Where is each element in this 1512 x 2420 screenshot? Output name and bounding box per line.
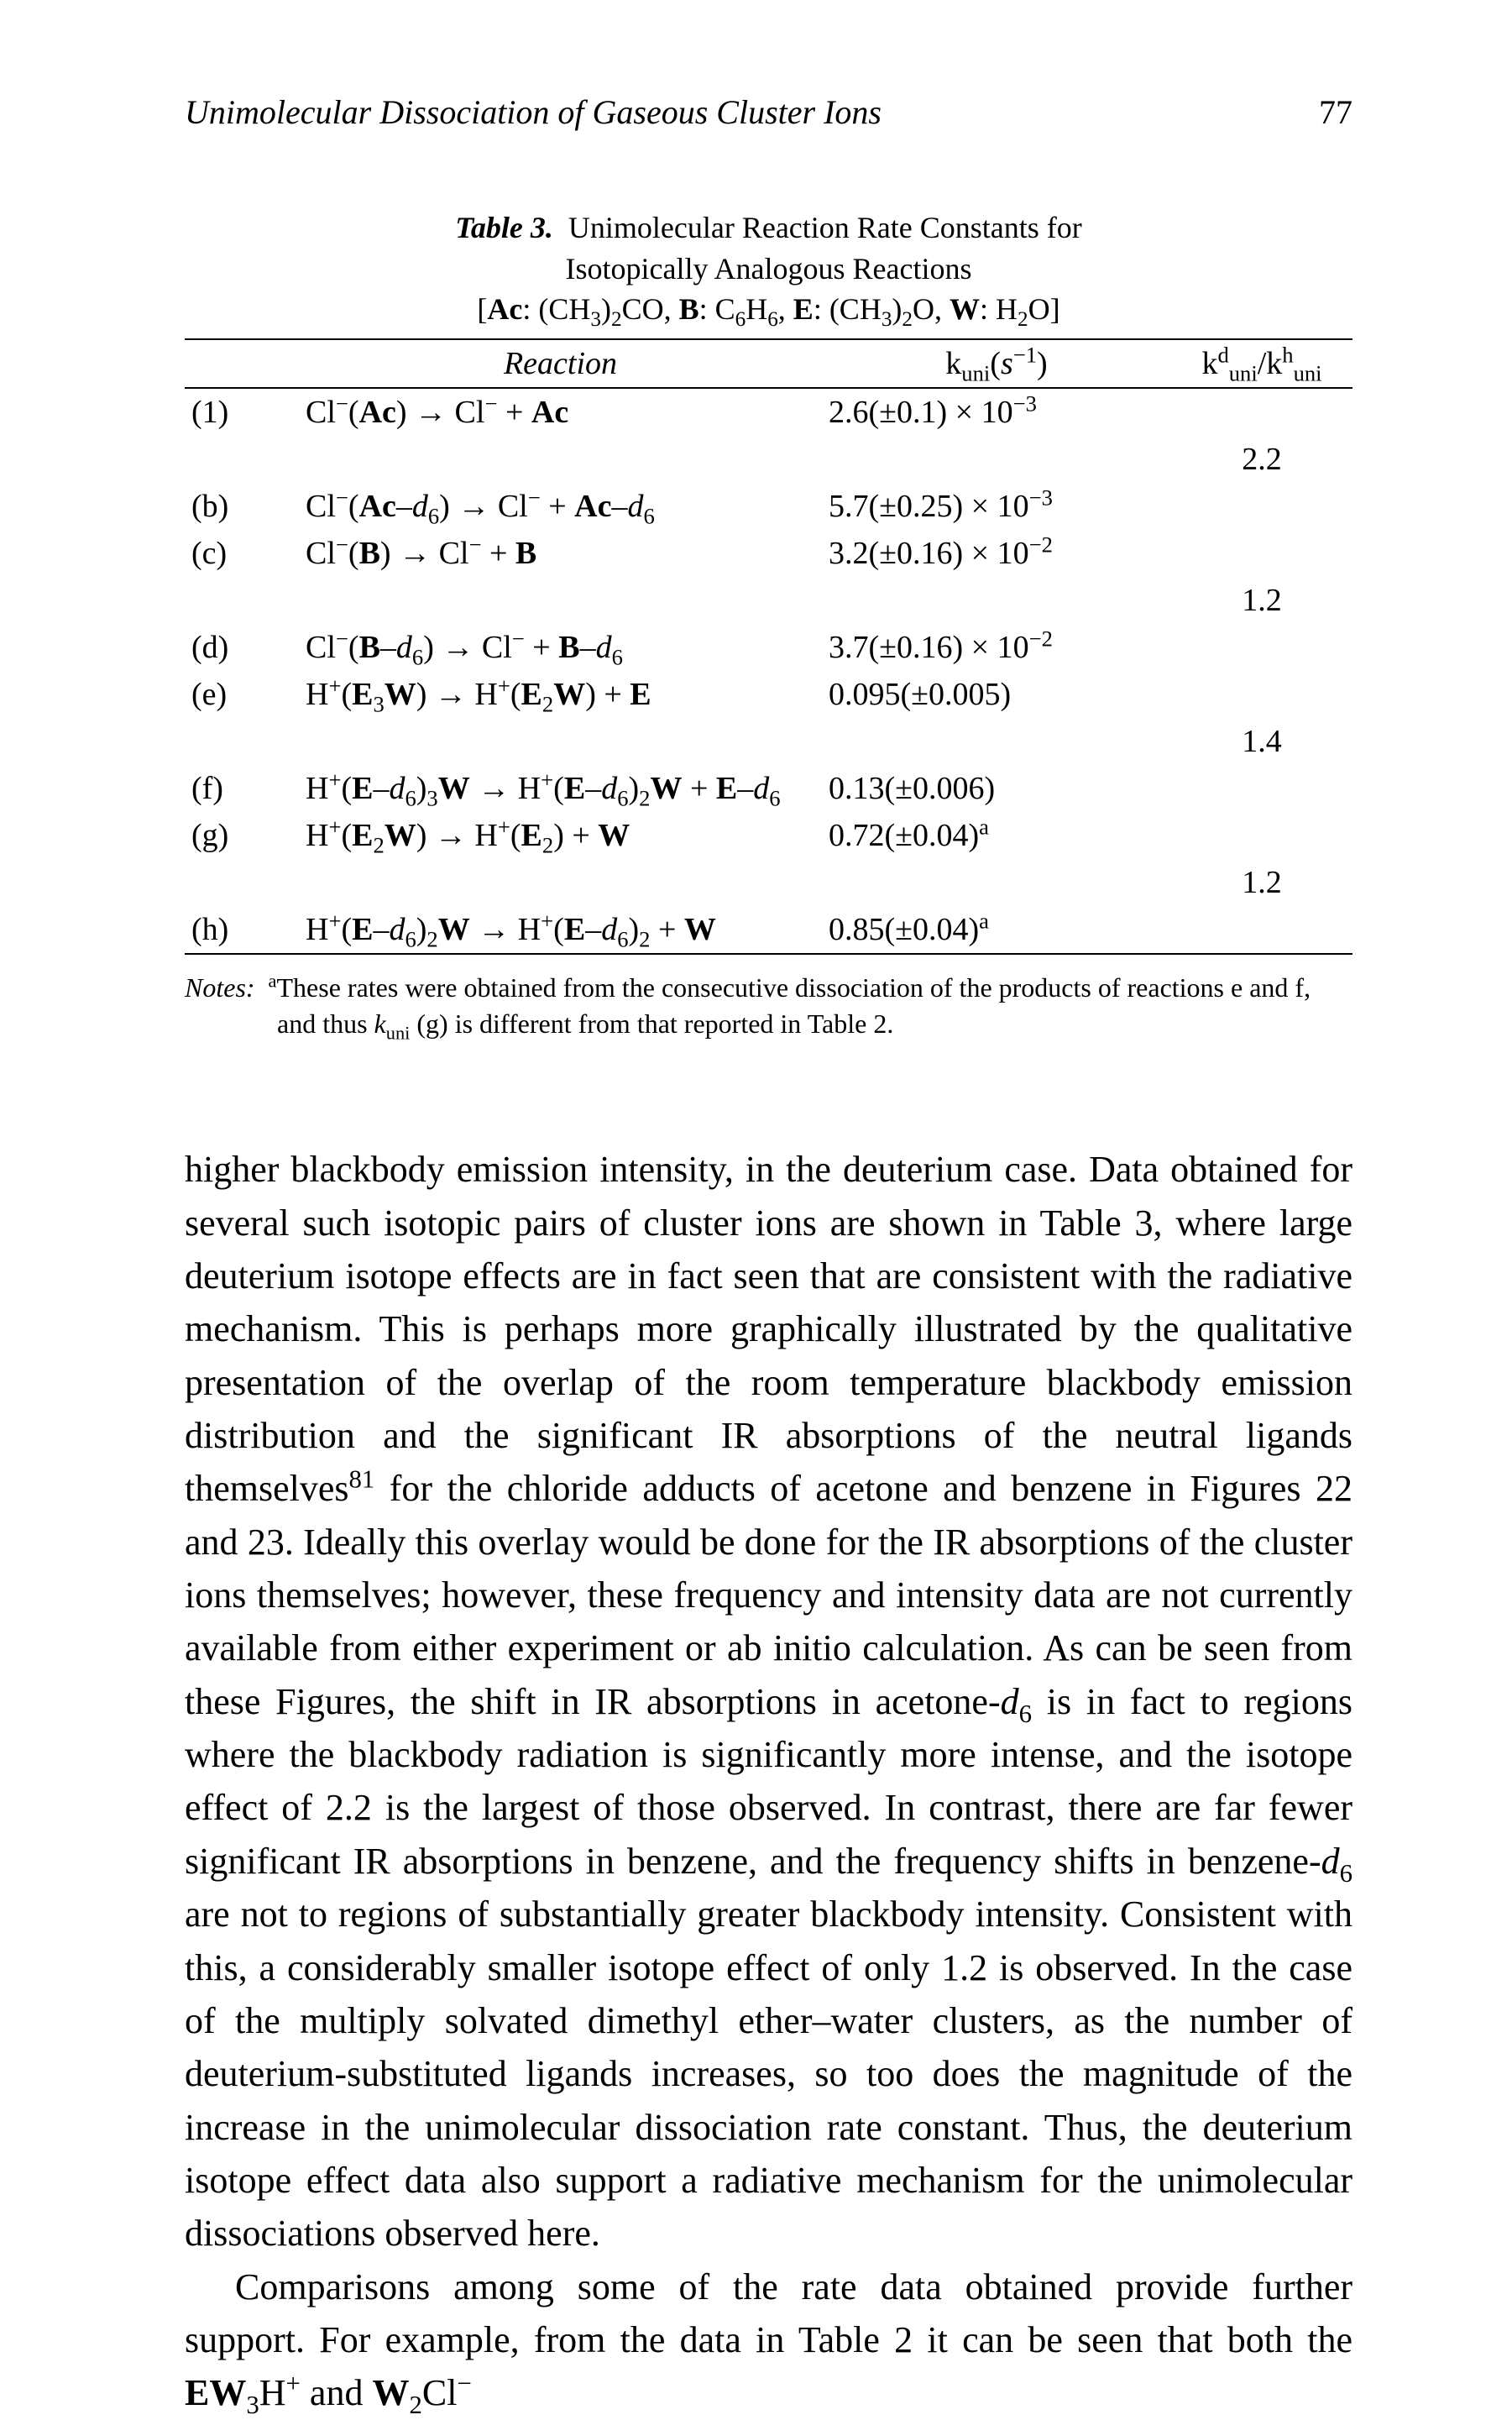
row-ratio: [1171, 483, 1352, 530]
row-reaction: Cl−(Ac–d6) → Cl− + Ac–d6: [299, 483, 822, 530]
row-k: [822, 718, 1171, 765]
table-row: 1.2: [185, 577, 1352, 624]
table-row: (1)Cl−(Ac) → Cl− + Ac2.6(±0.1) × 10−3: [185, 388, 1352, 436]
row-index: (d): [185, 624, 299, 671]
col-head-ratio: kduni/khuni: [1171, 339, 1352, 388]
table-defs: [Ac: (CH3)2CO, B: C6H6, E: (CH3)2O, W: H…: [477, 292, 1059, 326]
row-ratio: 1.4: [1171, 718, 1352, 765]
table-row: (f)H+(E–d6)3W → H+(E–d6)2W + E–d60.13(±0…: [185, 765, 1352, 812]
row-k: 0.13(±0.006): [822, 765, 1171, 812]
table-row: (d)Cl−(B–d6) → Cl− + B–d63.7(±0.16) × 10…: [185, 624, 1352, 671]
table-title-line2: Isotopically Analogous Reactions: [566, 252, 972, 285]
table-row: 1.2: [185, 859, 1352, 906]
row-index: (g): [185, 812, 299, 859]
row-reaction: H+(E2W) → H+(E2) + W: [299, 812, 822, 859]
row-ratio: 2.2: [1171, 436, 1352, 483]
table-header-row: Reaction kuni(s−1) kduni/khuni: [185, 339, 1352, 388]
row-reaction: [299, 859, 822, 906]
row-ratio: [1171, 530, 1352, 577]
row-index: (b): [185, 483, 299, 530]
col-head-reaction: Reaction: [299, 339, 822, 388]
table-label: Table 3.: [455, 211, 553, 244]
row-index: (c): [185, 530, 299, 577]
row-k: [822, 577, 1171, 624]
reaction-table: Reaction kuni(s−1) kduni/khuni (1)Cl−(Ac…: [185, 338, 1352, 955]
row-k: 2.6(±0.1) × 10−3: [822, 388, 1171, 436]
row-k: 5.7(±0.25) × 10−3: [822, 483, 1171, 530]
row-ratio: 1.2: [1171, 577, 1352, 624]
table-title-line1: Unimolecular Reaction Rate Constants for: [568, 211, 1082, 244]
table-row: 2.2: [185, 436, 1352, 483]
row-k: 0.85(±0.04)a: [822, 906, 1171, 954]
row-index: (h): [185, 906, 299, 954]
running-title: Unimolecular Dissociation of Gaseous Clu…: [185, 92, 882, 132]
row-reaction: Cl−(B) → Cl− + B: [299, 530, 822, 577]
row-ratio: [1171, 765, 1352, 812]
row-index: [185, 718, 299, 765]
row-k: 0.095(±0.005): [822, 671, 1171, 718]
row-reaction: H+(E–d6)3W → H+(E–d6)2W + E–d6: [299, 765, 822, 812]
table-notes: Notes: aThese rates were obtained from t…: [185, 970, 1352, 1042]
running-head: Unimolecular Dissociation of Gaseous Clu…: [185, 92, 1352, 132]
row-ratio: [1171, 906, 1352, 954]
table-caption: Table 3. Unimolecular Reaction Rate Cons…: [185, 207, 1352, 330]
row-index: (1): [185, 388, 299, 436]
row-reaction: H+(E3W) → H+(E2W) + E: [299, 671, 822, 718]
table-row: (b)Cl−(Ac–d6) → Cl− + Ac–d65.7(±0.25) × …: [185, 483, 1352, 530]
row-index: (e): [185, 671, 299, 718]
row-ratio: [1171, 812, 1352, 859]
row-reaction: [299, 436, 822, 483]
table-row: (g)H+(E2W) → H+(E2) + W0.72(±0.04)a: [185, 812, 1352, 859]
table-body: (1)Cl−(Ac) → Cl− + Ac2.6(±0.1) × 10−32.2…: [185, 388, 1352, 954]
row-ratio: 1.2: [1171, 859, 1352, 906]
col-head-blank: [185, 339, 299, 388]
row-ratio: [1171, 671, 1352, 718]
row-k: 3.7(±0.16) × 10−2: [822, 624, 1171, 671]
row-reaction: [299, 577, 822, 624]
table-row: (h)H+(E–d6)2W → H+(E–d6)2 + W0.85(±0.04)…: [185, 906, 1352, 954]
row-reaction: Cl−(B–d6) → Cl− + B–d6: [299, 624, 822, 671]
paragraph-2: Comparisons among some of the rate data …: [185, 2260, 1352, 2420]
body-text: higher blackbody emission intensity, in …: [185, 1143, 1352, 2420]
row-ratio: [1171, 388, 1352, 436]
table-row: (c)Cl−(B) → Cl− + B3.2(±0.16) × 10−2: [185, 530, 1352, 577]
row-k: 0.72(±0.04)a: [822, 812, 1171, 859]
row-reaction: H+(E–d6)2W → H+(E–d6)2 + W: [299, 906, 822, 954]
row-k: 3.2(±0.16) × 10−2: [822, 530, 1171, 577]
table-row: 1.4: [185, 718, 1352, 765]
row-reaction: Cl−(Ac) → Cl− + Ac: [299, 388, 822, 436]
row-ratio: [1171, 624, 1352, 671]
row-index: [185, 859, 299, 906]
table-row: (e)H+(E3W) → H+(E2W) + E0.095(±0.005): [185, 671, 1352, 718]
paragraph-1: higher blackbody emission intensity, in …: [185, 1143, 1352, 2260]
row-index: (f): [185, 765, 299, 812]
row-k: [822, 859, 1171, 906]
row-index: [185, 436, 299, 483]
page-number: 77: [1319, 92, 1352, 132]
col-head-k: kuni(s−1): [822, 339, 1171, 388]
page: Unimolecular Dissociation of Gaseous Clu…: [0, 0, 1512, 2267]
row-index: [185, 577, 299, 624]
row-reaction: [299, 718, 822, 765]
row-k: [822, 436, 1171, 483]
